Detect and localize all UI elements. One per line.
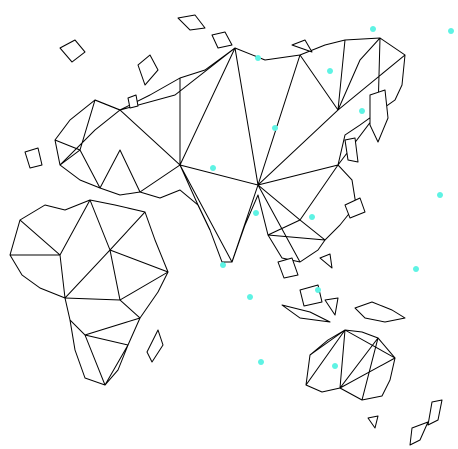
marker-dot [258, 359, 264, 365]
mesh-line [179, 164, 211, 231]
island [319, 253, 333, 269]
island [59, 39, 86, 63]
mesh-line [54, 139, 81, 166]
marker-dot [437, 192, 443, 198]
mesh-line [59, 99, 141, 193]
new-zealand [427, 399, 443, 426]
mesh-line [179, 47, 301, 263]
mesh-line [19, 199, 146, 256]
island [344, 197, 366, 219]
marker-dot [327, 68, 333, 74]
marker-dot [370, 26, 376, 32]
island [367, 415, 379, 429]
island [137, 54, 159, 86]
mesh-line [257, 164, 339, 221]
marker-dot [255, 55, 261, 61]
mesh-line [267, 219, 326, 241]
mesh-line [10, 249, 169, 301]
island [127, 94, 139, 109]
eurasia-outline [54, 37, 406, 263]
marker-dot [315, 287, 321, 293]
island [291, 39, 313, 53]
marker-dot [359, 108, 365, 114]
marker-dot [210, 165, 216, 171]
marker-dot [272, 125, 278, 131]
marker-dot [247, 294, 253, 300]
island [281, 304, 331, 323]
japan [369, 89, 389, 143]
island [211, 31, 233, 49]
mesh-line [119, 47, 406, 186]
island [277, 257, 299, 279]
islands [24, 14, 443, 446]
mesh-line [305, 329, 396, 389]
marker-dot [332, 363, 338, 369]
africa [9, 199, 169, 386]
marker-dot [253, 210, 259, 216]
africa-outline [9, 199, 169, 386]
new-guinea [354, 301, 406, 323]
island [324, 297, 339, 316]
madagascar [146, 329, 164, 363]
new-zealand [409, 421, 429, 446]
island [177, 14, 206, 31]
markers [210, 26, 454, 369]
marker-dot [309, 214, 315, 220]
marker-dot [220, 262, 226, 268]
island [344, 137, 359, 163]
eurasia [54, 37, 406, 263]
mesh-line [109, 249, 121, 301]
marker-dot [413, 266, 419, 272]
australia [305, 329, 396, 401]
mesh-line [84, 334, 129, 386]
mesh-line [337, 37, 381, 166]
mesh-line [69, 299, 141, 336]
island [24, 147, 43, 169]
marker-dot [448, 28, 454, 34]
